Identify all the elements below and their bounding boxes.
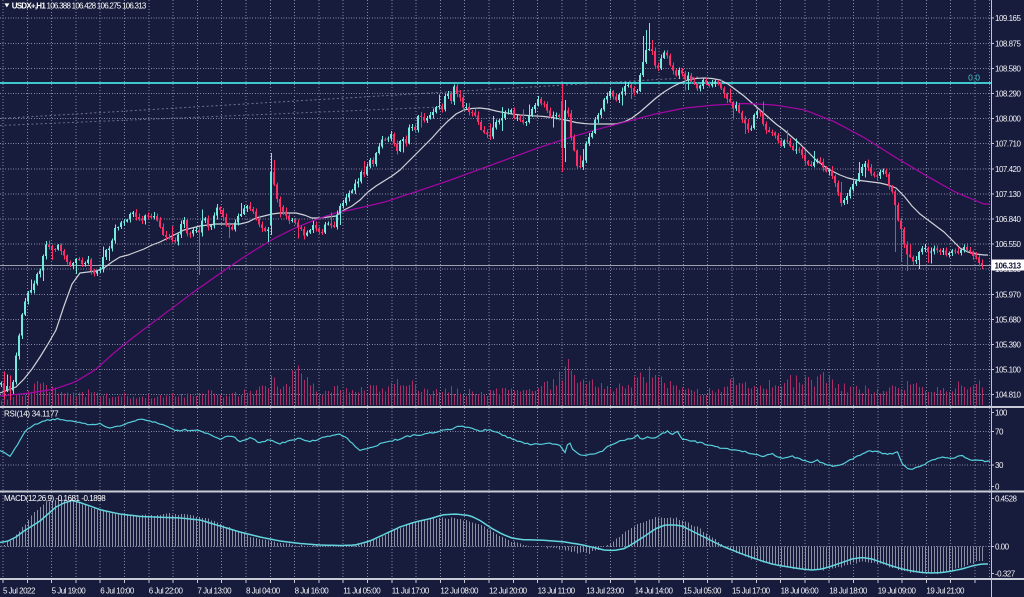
svg-text:11 Jul 17:00: 11 Jul 17:00: [392, 587, 430, 596]
svg-text:RSI(14) 34.1177: RSI(14) 34.1177: [4, 410, 59, 419]
svg-text:8 Jul 04:00: 8 Jul 04:00: [246, 587, 281, 596]
svg-text:MACD(12,26,9) -0.1681 -0.1898: MACD(12,26,9) -0.1681 -0.1898: [4, 494, 106, 503]
svg-text:70: 70: [995, 428, 1004, 437]
svg-text:0.00: 0.00: [995, 543, 1010, 552]
svg-text:11 Jul 05:00: 11 Jul 05:00: [343, 587, 381, 596]
svg-text:30: 30: [995, 461, 1004, 470]
svg-text:12 Jul 08:00: 12 Jul 08:00: [440, 587, 479, 596]
svg-text:18 Jul 06:00: 18 Jul 06:00: [781, 587, 820, 596]
svg-text:5 Jul 2022: 5 Jul 2022: [3, 587, 36, 596]
svg-text:18 Jul 18:00: 18 Jul 18:00: [829, 587, 868, 596]
svg-text:13 Jul 23:00: 13 Jul 23:00: [586, 587, 625, 596]
svg-text:15 Jul 05:00: 15 Jul 05:00: [683, 587, 722, 596]
svg-text:107.710: 107.710: [995, 140, 1021, 149]
svg-text:USDX+,H1 106.388 106.428 106.: USDX+,H1 106.388 106.428 106.275 106.313: [12, 1, 147, 10]
svg-text:106.313: 106.313: [995, 262, 1022, 271]
svg-text:12 Jul 20:00: 12 Jul 20:00: [489, 587, 528, 596]
svg-text:7 Jul 13:00: 7 Jul 13:00: [197, 587, 232, 596]
svg-text:13 Jul 11:00: 13 Jul 11:00: [538, 587, 576, 596]
svg-text:107.130: 107.130: [995, 190, 1021, 199]
svg-text:109.165: 109.165: [995, 14, 1021, 23]
svg-text:0.4528: 0.4528: [995, 495, 1018, 504]
svg-text:100: 100: [995, 409, 1008, 418]
svg-text:104.810: 104.810: [995, 391, 1021, 400]
svg-text:0.0: 0.0: [968, 73, 980, 83]
svg-text:6 Jul 22:00: 6 Jul 22:00: [149, 587, 184, 596]
svg-text:6 Jul 10:00: 6 Jul 10:00: [100, 587, 135, 596]
svg-text:-0.327: -0.327: [995, 570, 1016, 579]
svg-text:108.875: 108.875: [995, 39, 1021, 48]
svg-text:105.100: 105.100: [995, 366, 1021, 375]
svg-text:108.000: 108.000: [995, 115, 1021, 124]
svg-text:14 Jul 14:00: 14 Jul 14:00: [635, 587, 674, 596]
svg-text:19 Jul 09:00: 19 Jul 09:00: [878, 587, 917, 596]
svg-text:107.420: 107.420: [995, 165, 1021, 174]
svg-text:105.390: 105.390: [995, 341, 1021, 350]
svg-text:5 Jul 19:00: 5 Jul 19:00: [52, 587, 87, 596]
svg-text:106.840: 106.840: [995, 215, 1021, 224]
svg-text:106.550: 106.550: [995, 240, 1021, 249]
svg-text:0: 0: [995, 483, 1000, 492]
svg-text:19 Jul 21:00: 19 Jul 21:00: [926, 587, 965, 596]
svg-text:105.680: 105.680: [995, 315, 1021, 324]
svg-text:105.970: 105.970: [995, 290, 1021, 299]
svg-text:108.580: 108.580: [995, 64, 1021, 73]
svg-text:15 Jul 17:00: 15 Jul 17:00: [732, 587, 771, 596]
svg-text:8 Jul 16:00: 8 Jul 16:00: [295, 587, 330, 596]
svg-text:108.290: 108.290: [995, 90, 1021, 99]
